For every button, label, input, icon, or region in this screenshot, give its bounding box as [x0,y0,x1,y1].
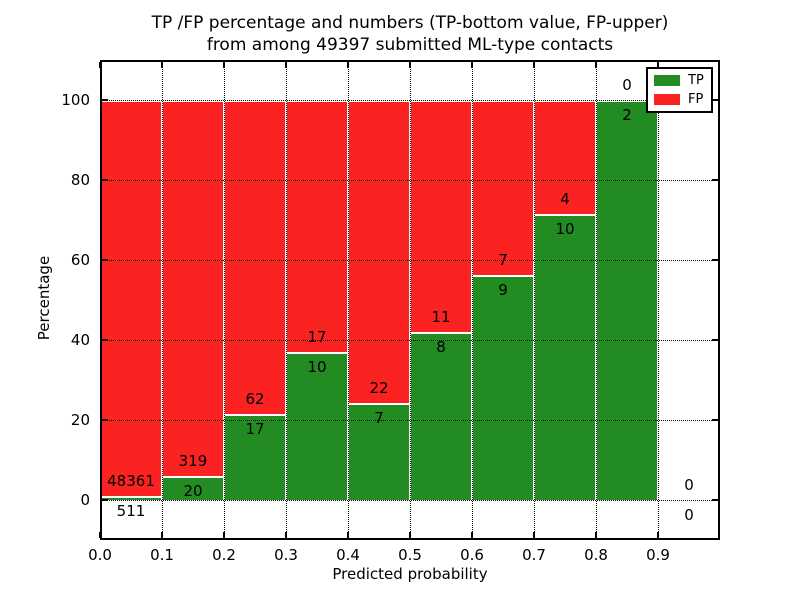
y-tick-right [712,179,718,181]
bar-segment-fp-1 [162,100,224,477]
bar-segment-fp-0 [100,100,162,496]
bar-segment-fp-4 [348,100,410,404]
x-tick-bottom [471,532,473,538]
x-tick-top [595,62,597,68]
y-tick-right [712,499,718,501]
bar-segment-tp-7 [534,214,596,500]
x-tick-top [347,62,349,68]
x-tick-top [161,62,163,68]
y-tick-right [712,259,718,261]
y-tick-left [102,419,108,421]
y-tick-label: 60 [70,251,90,269]
x-tick-label: 0.0 [88,546,112,564]
x-tick-label: 0.8 [584,546,608,564]
tp-count-label-1: 20 [183,482,203,501]
tp-count-label-2: 17 [245,419,265,438]
y-tick-label: 40 [70,331,90,349]
fp-count-label-7: 4 [560,190,570,209]
bar-segment-tp-8 [596,100,658,500]
gridline-x [658,60,659,540]
legend-label-fp: FP [688,91,704,107]
x-tick-bottom [285,532,287,538]
x-tick-top [99,62,101,68]
tp-count-label-7: 10 [555,220,575,239]
tp-count-label-9: 0 [684,506,694,524]
tp-count-label-3: 10 [307,357,327,376]
y-tick-left [102,179,108,181]
fp-count-label-3: 17 [307,327,327,346]
x-tick-label: 0.7 [522,546,546,564]
y-tick-left [102,499,108,501]
x-tick-top [409,62,411,68]
x-tick-bottom [533,532,535,538]
x-tick-label: 0.1 [150,546,174,564]
bar-segment-fp-5 [410,100,472,332]
x-tick-label: 0.6 [460,546,484,564]
bar-segment-tp-6 [472,275,534,500]
x-tick-label: 0.5 [398,546,422,564]
bar-segment-fp-3 [286,100,348,352]
x-tick-label: 0.4 [336,546,360,564]
bar-segment-fp-2 [224,100,286,414]
fp-legend-swatch [654,93,680,105]
x-tick-top [223,62,225,68]
x-axis-label: Predicted probability [332,565,488,583]
y-tick-right [712,339,718,341]
x-tick-top [285,62,287,68]
x-tick-top [533,62,535,68]
fp-count-label-0: 48361 [107,471,155,490]
x-tick-bottom [657,532,659,538]
y-tick-label: 20 [70,411,90,429]
tp-legend-swatch [654,75,680,87]
x-tick-bottom [161,532,163,538]
fp-count-label-5: 11 [431,307,451,326]
tp-count-label-4: 7 [374,409,384,428]
bar-segment-tp-3 [286,351,348,500]
tp-count-label-0: 511 [116,501,146,520]
x-tick-bottom [595,532,597,538]
y-tick-label: 80 [70,171,90,189]
bar-segment-tp-0 [100,495,162,500]
x-tick-bottom [347,532,349,538]
fp-count-label-2: 62 [245,389,265,408]
fp-count-label-4: 22 [369,379,389,398]
y-tick-left [102,339,108,341]
x-tick-bottom [409,532,411,538]
fp-count-label-9: 0 [684,476,694,494]
x-tick-label: 0.3 [274,546,298,564]
fp-count-label-1: 319 [178,452,208,471]
legend-item-tp: TP [654,74,711,87]
y-tick-right [712,419,718,421]
tp-count-label-5: 8 [436,337,446,356]
x-tick-label: 0.2 [212,546,236,564]
y-tick-label: 0 [80,491,90,509]
x-tick-bottom [99,532,101,538]
y-tick-left [102,259,108,261]
legend-item-fp: FP [654,93,711,106]
legend: TP FP [646,67,713,113]
tp-count-label-8: 2 [622,106,632,124]
bar-segment-tp-5 [410,331,472,500]
bar-segment-fp-6 [472,100,534,275]
y-tick-left [102,99,108,101]
x-tick-top [471,62,473,68]
chart-title: TP /FP percentage and numbers (TP-bottom… [151,13,669,55]
tp-count-label-6: 9 [498,281,508,299]
legend-label-tp: TP [688,73,704,89]
x-tick-label: 0.9 [646,546,670,564]
x-tick-bottom [223,532,225,538]
bar-segment-tp-2 [224,413,286,500]
fp-count-label-6: 7 [498,251,508,269]
fp-count-label-8: 0 [622,76,632,94]
y-tick-label: 100 [61,91,90,109]
